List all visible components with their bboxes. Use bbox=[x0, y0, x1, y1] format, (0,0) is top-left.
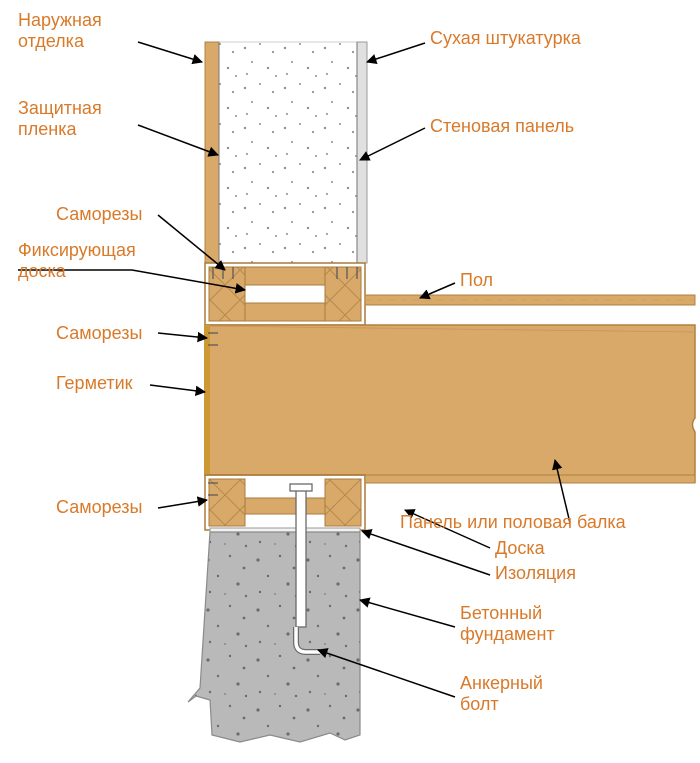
lbl-screws3: Саморезы bbox=[56, 497, 142, 518]
lbl-concrete: Бетонный фундамент bbox=[460, 603, 555, 644]
arr-screws3 bbox=[158, 500, 207, 508]
lbl-screws2: Саморезы bbox=[56, 323, 142, 344]
arr-screws2 bbox=[158, 333, 207, 338]
lbl-outer-finish: Наружная отделка bbox=[18, 10, 102, 51]
sill-stud-left bbox=[209, 479, 245, 526]
sill-plate-board bbox=[245, 498, 325, 514]
arr-sealant bbox=[150, 385, 205, 392]
lbl-board: Доска bbox=[495, 538, 545, 559]
lbl-insulation: Изоляция bbox=[495, 563, 576, 584]
board-strip bbox=[365, 475, 695, 483]
concrete-foundation bbox=[188, 532, 360, 742]
framing-plate-bot bbox=[245, 303, 325, 321]
lbl-anchor: Анкерный болт bbox=[460, 673, 543, 714]
arr-outer-finish bbox=[138, 42, 202, 62]
drywall-plank bbox=[357, 42, 367, 263]
lbl-floor-beam: Панель или половая балка bbox=[400, 512, 626, 533]
framing-stud-left bbox=[209, 267, 245, 321]
lbl-fixing-board: Фиксирующая доска bbox=[18, 240, 136, 281]
lbl-sealant: Герметик bbox=[56, 373, 133, 394]
framing-stud-right bbox=[325, 267, 361, 321]
arr-wall-panel bbox=[360, 128, 425, 160]
wall-core bbox=[219, 42, 357, 263]
arr-concrete bbox=[360, 600, 455, 627]
lbl-screws1: Саморезы bbox=[56, 204, 142, 225]
lbl-drywall: Сухая штукатурка bbox=[430, 28, 581, 49]
arr-insulation bbox=[362, 531, 490, 575]
sealant bbox=[204, 325, 210, 475]
arr-drywall bbox=[367, 43, 425, 62]
framing-plate-top bbox=[245, 267, 325, 285]
floor-slab bbox=[205, 325, 695, 481]
lbl-wall-panel: Стеновая панель bbox=[430, 116, 574, 137]
sill-stud-right bbox=[325, 479, 361, 526]
lbl-floor: Пол bbox=[460, 270, 493, 291]
lbl-protective-film: Защитная пленка bbox=[18, 98, 102, 139]
